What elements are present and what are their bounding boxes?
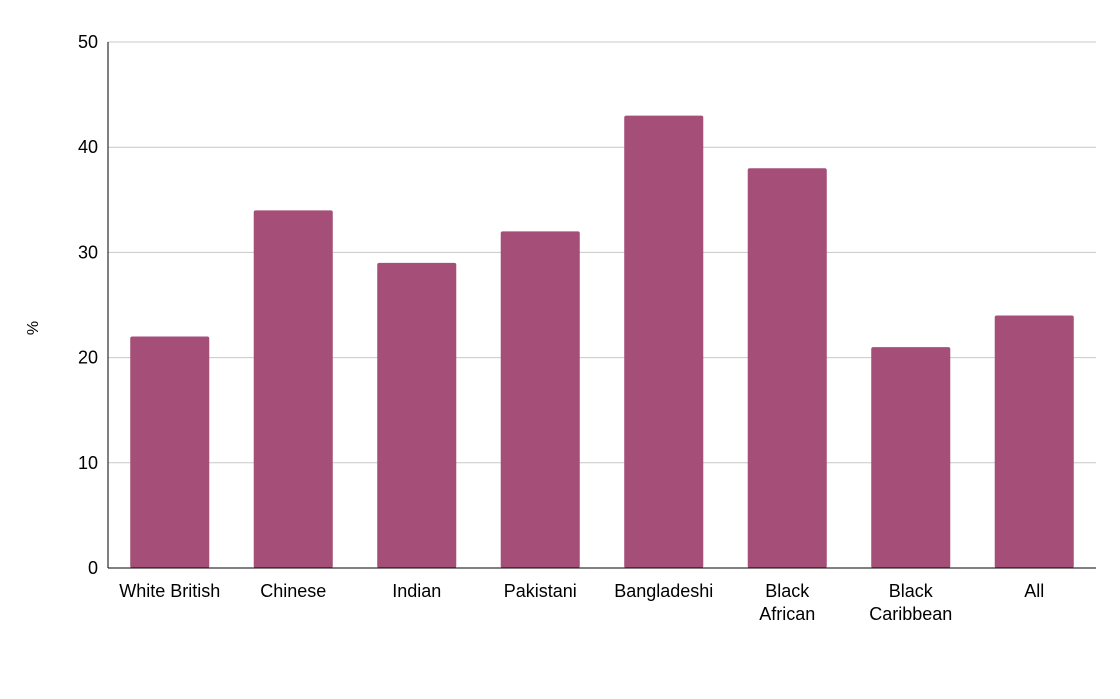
x-tick-label: Pakistani	[504, 581, 577, 601]
bar	[747, 168, 827, 569]
x-tick-label: Caribbean	[869, 604, 952, 624]
x-tick-label: Black	[889, 581, 934, 601]
bar	[994, 315, 1074, 568]
bar	[624, 115, 704, 568]
y-tick-label: 0	[88, 558, 98, 578]
y-axis-label: %	[25, 321, 42, 335]
y-tick-label: 30	[78, 242, 98, 262]
y-tick-label: 40	[78, 137, 98, 157]
x-tick-label: Bangladeshi	[614, 581, 713, 601]
x-tick-label: Indian	[392, 581, 441, 601]
bar	[871, 347, 951, 568]
bars	[130, 115, 1074, 569]
y-tick-label: 20	[78, 348, 98, 368]
axes	[107, 42, 1096, 569]
y-tick-label: 50	[78, 32, 98, 52]
x-tick-label: Black	[765, 581, 810, 601]
x-tick-label: All	[1024, 581, 1044, 601]
bar	[500, 231, 580, 569]
x-tick-label: Chinese	[260, 581, 326, 601]
labels: 0 10 20 30 40 50 White British Chinese Indian Pak…	[78, 32, 1044, 624]
bar	[253, 210, 333, 568]
x-tick-label: African	[759, 604, 815, 624]
y-tick-label: 10	[78, 453, 98, 473]
bar	[377, 262, 457, 568]
bar	[130, 336, 210, 568]
x-tick-label: White British	[119, 581, 220, 601]
